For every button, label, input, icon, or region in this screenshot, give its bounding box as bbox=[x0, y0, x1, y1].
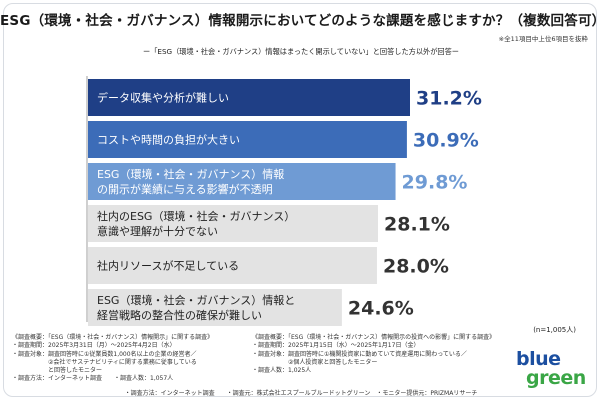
survey-line: と回答したモニター bbox=[12, 367, 103, 375]
bar-value-label: 28.0% bbox=[383, 256, 449, 278]
bar-category-label: データ収集や分析が難しい bbox=[97, 91, 229, 105]
bluegreen-logo: blue green bbox=[512, 346, 590, 396]
bar-value-label: 31.2% bbox=[416, 88, 482, 110]
bar-2 bbox=[88, 121, 407, 158]
bar-chart: データ収集や分析が難しい 31.2% コストや時間の負担が大きい 30.9% ESG（環… bbox=[86, 76, 482, 326]
bar-value-label: 24.6% bbox=[348, 298, 414, 320]
bar-category-label: 社内リソースが不足している bbox=[97, 259, 239, 273]
chart-title: ESG（環境・社会・ガバナンス）情報開示においてどのような課題を感じますか？（複… bbox=[0, 13, 602, 29]
bar-value-label: 30.9% bbox=[413, 130, 479, 152]
logo-word-green: green bbox=[526, 367, 586, 389]
bar-6 bbox=[88, 289, 342, 326]
survey-footer: ・調査方法：インターネット調査 ・調査元：株式会社エスプールブルードットグリーン… bbox=[124, 390, 478, 397]
bar-category-label: コストや時間の負担が大きい bbox=[97, 133, 240, 147]
survey-line: 《調査概要：「ESG（環境・社会・ガバナンス）情報開示」に関する調査》 bbox=[12, 334, 214, 341]
survey-line: ②会社でサステナビリティに関する業務に従事している bbox=[12, 358, 197, 366]
bar-category-label: 社内のESG（環境・社会・ガバナンス）意識や理解が十分でない bbox=[97, 209, 295, 238]
bar-value-label: 29.8% bbox=[402, 172, 468, 194]
sample-size-label: (n=1,005人) bbox=[533, 326, 576, 334]
survey-summary-left: 《調査概要：「ESG（環境・社会・ガバナンス）情報開示」に関する調査》 ・調査期… bbox=[12, 334, 213, 384]
survey-line: ・調査期間：2025年1月15日（水）〜2025年1月17日（金） bbox=[252, 342, 420, 350]
bar-category-label: ESG（環境・社会・ガバナンス）情報の開示が業績に与える影響が不透明 bbox=[97, 167, 284, 196]
bar-1 bbox=[88, 79, 410, 116]
survey-line: ・調査期間：2025年3月31日（月）〜2025年4月2日（水） bbox=[12, 342, 176, 350]
survey-line: 《調査概要：「ESG（環境・社会・ガバナンス）情報開示の投資への影響」に関する調… bbox=[252, 334, 496, 341]
bar-4 bbox=[88, 205, 379, 242]
survey-summary-right: 《調査概要：「ESG（環境・社会・ガバナンス）情報開示の投資への影響」に関する調… bbox=[252, 334, 495, 375]
bar-category-label: ESG（環境・社会・ガバナンス）情報と経営戦略の整合性の確保が難しい bbox=[97, 293, 295, 322]
survey-line: ・調査人数：1,025人 bbox=[252, 367, 312, 375]
chart-subtitle: ー「ESG（環境・社会・ガバナンス）情報はまったく開示していない」と回答した方以… bbox=[143, 47, 459, 56]
survey-line: ②個人投資家と回答したモニター bbox=[252, 358, 378, 366]
survey-line: ・調査方法：インターネット調査 ・調査人数：1,057人 bbox=[12, 375, 174, 383]
selection-note: ※全11項目中上位6項目を抜粋 bbox=[498, 35, 588, 43]
bar-5 bbox=[88, 247, 377, 284]
survey-line: ・調査対象：調査回答時に①機関投資家に勤めていて資産運用に関わっている／ bbox=[252, 350, 467, 358]
survey-line: ・調査対象：調査回答時に①従業員数1,000名以上の企業の経営者／ bbox=[12, 350, 197, 358]
bar-3 bbox=[88, 163, 396, 200]
logo-word-blue: blue bbox=[516, 348, 561, 370]
bar-value-label: 28.1% bbox=[384, 214, 450, 236]
